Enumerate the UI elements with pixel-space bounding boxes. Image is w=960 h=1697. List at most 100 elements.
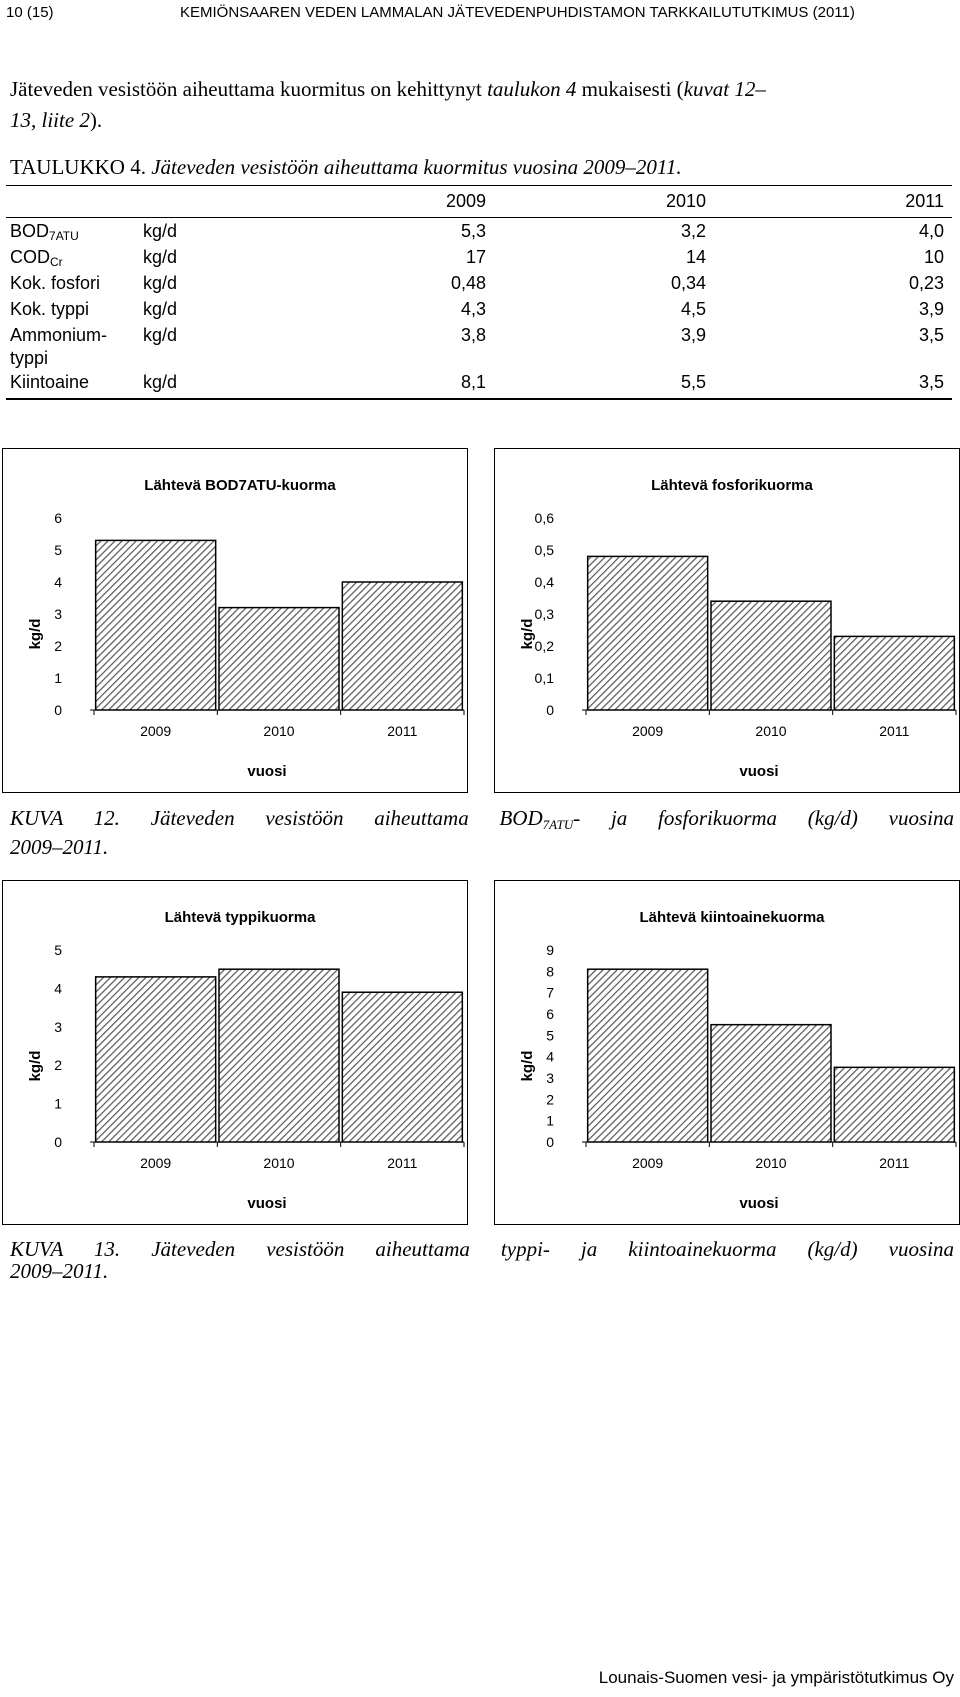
table-header-year-1: 2009 xyxy=(445,191,486,211)
y-tick-label: 1 xyxy=(546,1113,554,1129)
y-tick-label: 0 xyxy=(54,702,62,718)
intro-figure-ref-2: 13, liite 2 xyxy=(10,108,90,132)
bar-2011 xyxy=(341,991,464,1143)
table-row-param: Ammonium- xyxy=(10,325,108,345)
chart-title: Lähtevä fosforikuorma xyxy=(651,477,813,494)
intro-text-1: Jäteveden vesistöön aiheuttama kuormitus… xyxy=(10,77,488,101)
chart-svg: Lähtevä fosforikuorma 0 0,1 0,2 0,3 0,4 0,5 0,6… xyxy=(494,448,960,793)
bar-2009 xyxy=(94,976,217,1143)
chart-title: Lähtevä BOD7ATU-kuorma xyxy=(144,477,336,494)
footer: Lounais-Suomen vesi- ja ympäristötutkimu… xyxy=(598,1668,954,1687)
table-cell: 0,23 xyxy=(908,273,944,293)
intro-text-2: mukaisesti ( xyxy=(576,77,684,101)
y-tick-label: 4 xyxy=(546,1049,554,1065)
table-caption-label: TAULUKKO 4. xyxy=(10,155,152,179)
y-tick-label: 7 xyxy=(546,985,554,1001)
y-tick-label: 0,5 xyxy=(535,542,555,558)
y-tick-label: 0 xyxy=(546,702,554,718)
table-row-param: CODCr xyxy=(10,247,63,269)
bar-2009 xyxy=(586,968,709,1143)
table-cell: 4,5 xyxy=(680,299,706,319)
chart-title: Lähtevä typpikuorma xyxy=(165,909,317,926)
bar-2010 xyxy=(710,1023,832,1143)
y-axis-label: kg/d xyxy=(519,619,536,650)
intro-figure-ref: kuvat 12 xyxy=(683,77,756,101)
table-cell: 3,9 xyxy=(680,325,706,345)
x-tick-label: 2010 xyxy=(263,1155,294,1171)
y-tick-label: 5 xyxy=(54,542,62,558)
bar-2009 xyxy=(94,539,217,711)
table-cell: 5,5 xyxy=(680,372,706,392)
table-cell: 14 xyxy=(685,247,706,267)
chart-bod: Lähtevä BOD7ATU-kuorma 0 1 2 3 4 5 6 kg/d 2009 201… xyxy=(2,448,468,793)
x-axis-label: vuosi xyxy=(739,763,778,780)
table-row-param: Kok. fosfori xyxy=(10,273,101,293)
figure-12-caption: KUVA 12. Jäteveden vesistöön aiheuttama … xyxy=(10,806,954,859)
chart-svg: Lähtevä typpikuorma 0 1 2 3 4 5 kg/d 2009 2010 201… xyxy=(2,880,468,1225)
y-tick-label: 0 xyxy=(54,1134,62,1150)
y-tick-label: 2 xyxy=(54,1057,62,1073)
chart-svg: Lähtevä kiintoainekuorma 0 1 2 3 4 5 6 7 8 9 kg/d 20… xyxy=(494,880,960,1225)
y-tick-label: 4 xyxy=(54,980,62,996)
intro-table-ref: taulukon 4 xyxy=(487,77,577,101)
table-cell: 3,2 xyxy=(680,221,706,241)
y-tick-label: 0,2 xyxy=(535,638,555,654)
x-axis-label: vuosi xyxy=(247,1195,286,1212)
y-tick-label: 0,4 xyxy=(535,574,555,590)
table-cell: 3,8 xyxy=(460,325,486,345)
y-tick-label: 8 xyxy=(546,963,554,979)
y-tick-label: 3 xyxy=(546,1070,554,1086)
table-header-year-2: 2010 xyxy=(665,191,706,211)
table-cell: 0,34 xyxy=(670,273,706,293)
y-tick-label: 0,6 xyxy=(535,510,555,526)
x-axis-label: vuosi xyxy=(739,1195,778,1212)
y-tick-label: 3 xyxy=(54,606,62,622)
table-cell: 3,5 xyxy=(918,372,944,392)
table-cell: 4,3 xyxy=(460,299,486,319)
table-cell: 4,0 xyxy=(918,221,944,241)
table-cell: 0,48 xyxy=(450,273,486,293)
table-row-unit: kg/d xyxy=(143,299,178,319)
intro-text-3: ). xyxy=(89,108,103,132)
x-tick-label: 2009 xyxy=(140,1155,171,1171)
table-bottom-rule xyxy=(6,398,952,400)
table-row-param: Kok. typpi xyxy=(10,299,90,319)
bar-2009 xyxy=(586,555,709,711)
x-axis-label: vuosi xyxy=(247,763,286,780)
table-row-unit: kg/d xyxy=(143,325,178,345)
table-row-param: Kiintoaine xyxy=(10,372,90,392)
table-header-year-3: 2011 xyxy=(905,191,944,211)
table-cell: 17 xyxy=(465,247,486,267)
table-cell: 5,3 xyxy=(460,221,486,241)
page-number: 10 (15) xyxy=(6,4,54,21)
x-tick-label: 2009 xyxy=(140,723,171,739)
y-tick-label: 1 xyxy=(54,670,62,686)
running-title: KEMIÖNSAAREN VEDEN LAMMALAN JÄTEVEDENPUH… xyxy=(180,4,855,21)
y-tick-label: 4 xyxy=(54,574,62,590)
table-header-rule xyxy=(6,217,952,218)
table-row-unit: kg/d xyxy=(143,372,178,392)
y-tick-label: 9 xyxy=(546,942,554,958)
table-row-unit: kg/d xyxy=(143,273,178,293)
y-tick-label: 0 xyxy=(546,1134,554,1150)
y-tick-label: 5 xyxy=(546,1027,554,1043)
table-caption-text: Jäteveden vesistöön aiheuttama kuormitus… xyxy=(151,155,682,179)
y-tick-label: 3 xyxy=(54,1019,62,1035)
bar-2011 xyxy=(833,1066,956,1143)
x-tick-label: 2009 xyxy=(632,723,663,739)
x-tick-label: 2011 xyxy=(879,723,909,739)
bar-2011 xyxy=(833,635,956,711)
y-axis-label: kg/d xyxy=(27,1051,44,1082)
x-tick-label: 2011 xyxy=(879,1155,909,1171)
chart-svg: Lähtevä BOD7ATU-kuorma 0 1 2 3 4 5 6 kg/d 2009 201… xyxy=(2,448,468,793)
y-tick-label: 2 xyxy=(54,638,62,654)
table-cell: 10 xyxy=(923,247,944,267)
table-caption: TAULUKKO 4. Jäteveden vesistöön aiheutta… xyxy=(10,155,682,180)
figure-13-caption: KUVA 13. Jäteveden vesistöön aiheuttama … xyxy=(10,1237,954,1283)
y-tick-label: 0,3 xyxy=(535,606,555,622)
x-tick-label: 2010 xyxy=(263,723,294,739)
chart-title: Lähtevä kiintoainekuorma xyxy=(639,909,825,926)
x-tick-label: 2010 xyxy=(755,1155,786,1171)
x-tick-label: 2010 xyxy=(755,723,786,739)
bar-2011 xyxy=(341,581,464,711)
